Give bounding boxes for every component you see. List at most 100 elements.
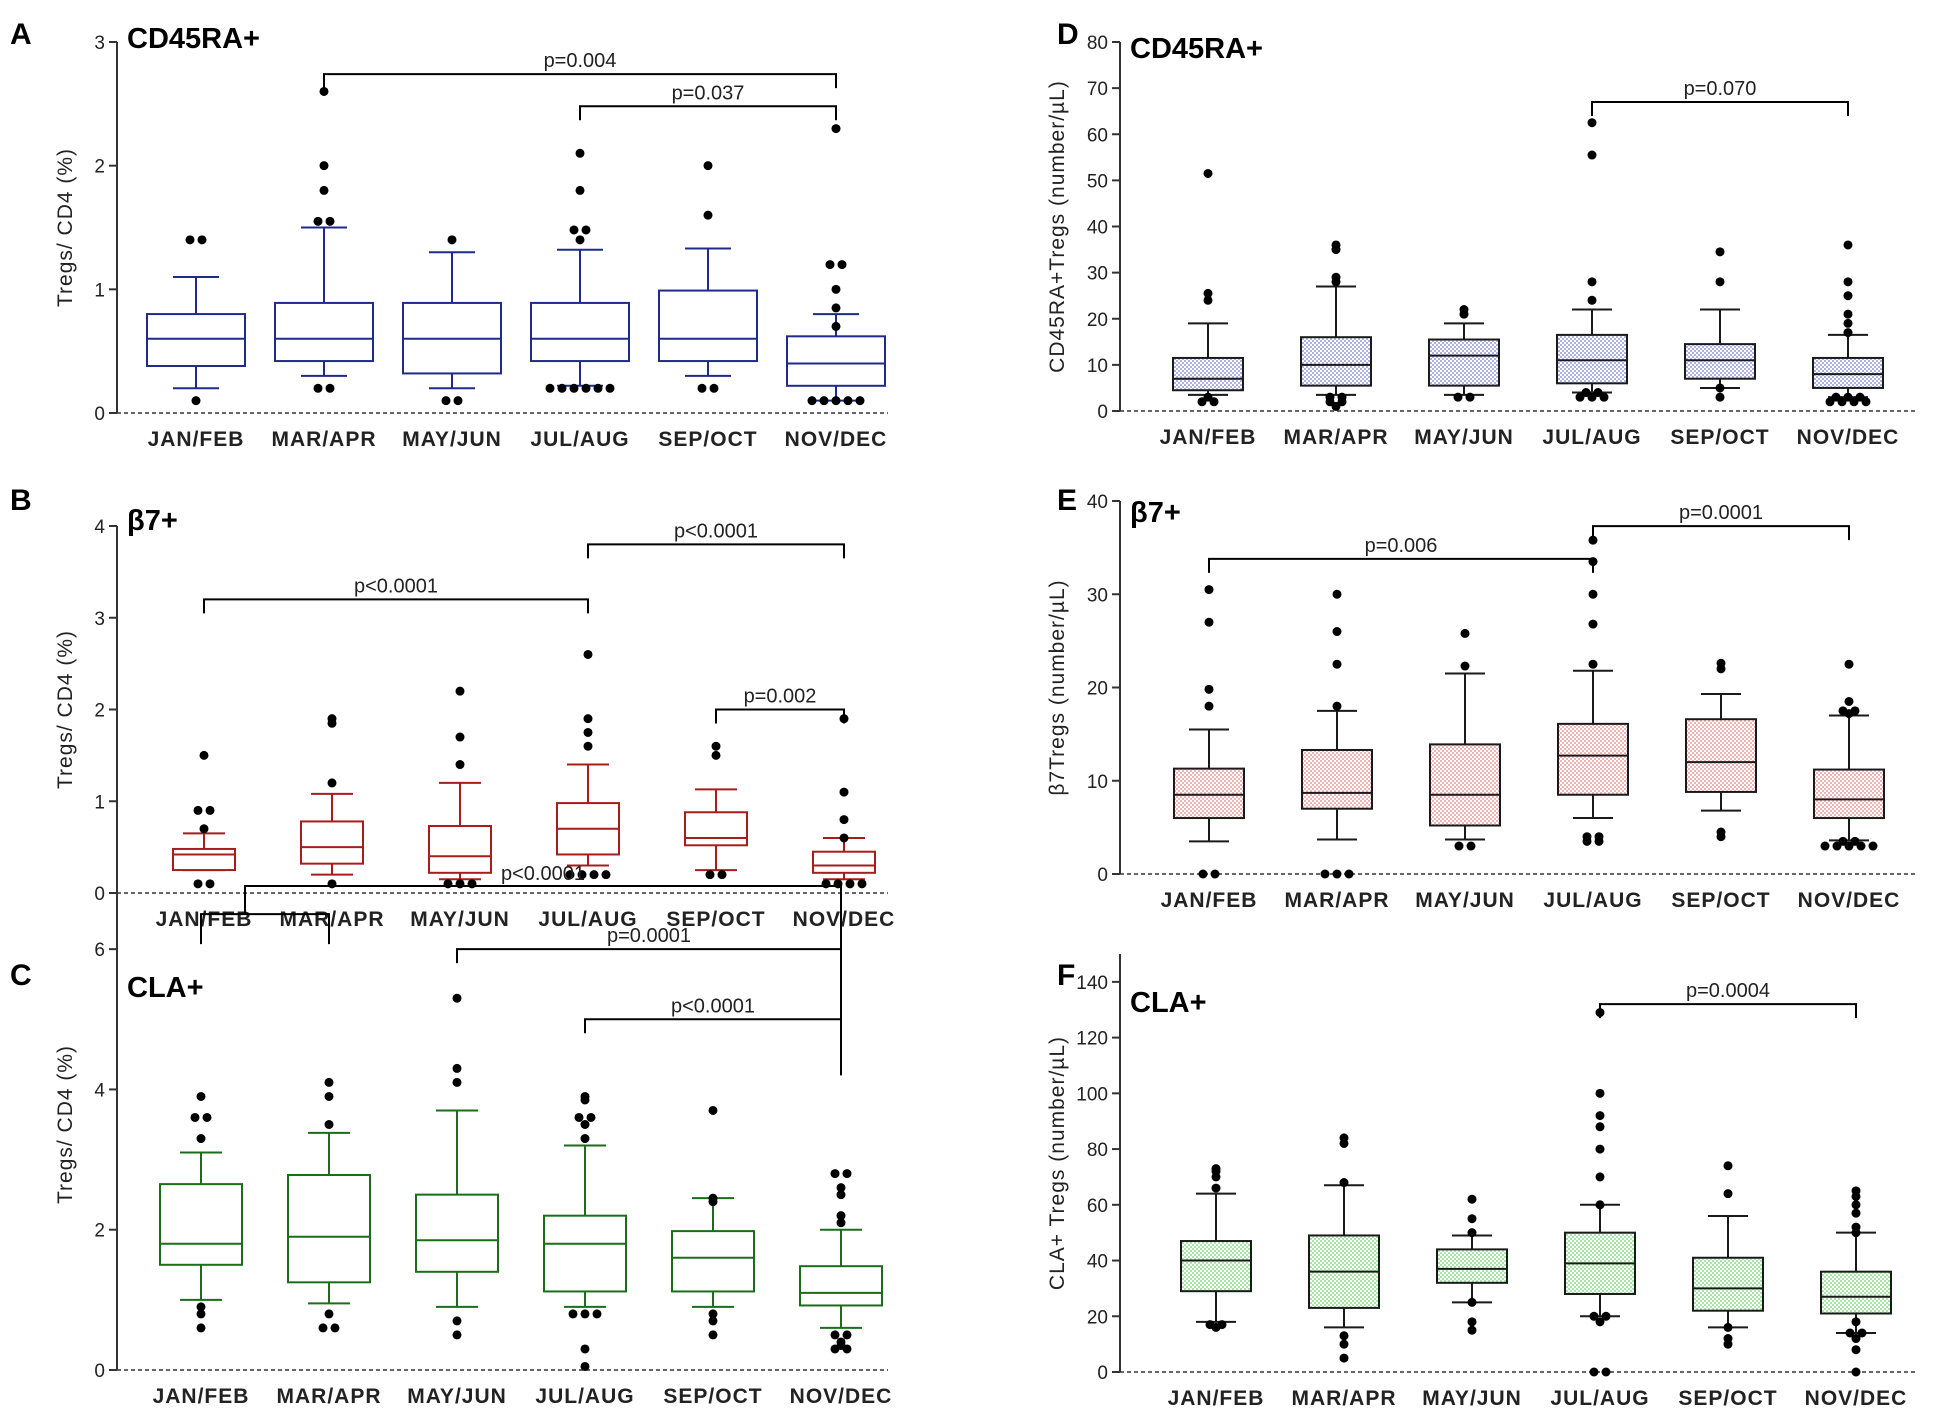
- outlier-point: [580, 1091, 590, 1101]
- outlier-point: [452, 1077, 462, 1087]
- outlier-point: [1723, 1161, 1733, 1171]
- outlier-point: [452, 1063, 462, 1073]
- outlier-point: [831, 321, 841, 331]
- outlier-point: [545, 383, 555, 393]
- box-iqr: [1428, 338, 1500, 387]
- significance-bracket: p<0.0001: [584, 995, 842, 1034]
- box-iqr: [1429, 743, 1501, 827]
- y-tick-label: 30: [1087, 264, 1108, 285]
- outlier-point: [1587, 295, 1597, 305]
- outlier-point: [580, 1134, 590, 1144]
- outlier-point: [1851, 1345, 1861, 1355]
- outlier-point: [313, 216, 323, 226]
- box-plot: [1820, 1186, 1892, 1377]
- outlier-point: [1595, 1317, 1605, 1327]
- outlier-point: [1453, 392, 1463, 402]
- x-tick-label: SEP/OCT: [658, 428, 757, 451]
- outlier-point: [839, 815, 849, 825]
- box-iqr: [1300, 336, 1372, 387]
- panel-letter: A: [10, 18, 32, 51]
- bracket-line: [1592, 525, 1850, 541]
- outlier-point: [1460, 661, 1470, 671]
- outlier-point: [1595, 1144, 1605, 1154]
- outlier-point: [1843, 392, 1853, 402]
- outlier-point: [1344, 869, 1354, 879]
- bracket-line: [244, 885, 842, 1076]
- significance-bracket: p<0.0001: [203, 575, 589, 614]
- box-iqr: [415, 1193, 499, 1273]
- outlier-point: [583, 714, 593, 724]
- x-tick-label: JUL/AUG: [538, 908, 637, 931]
- outlier-point: [1716, 658, 1726, 668]
- outlier-point: [1203, 288, 1213, 298]
- outlier-point: [1595, 1088, 1605, 1098]
- bracket-line: [587, 543, 845, 559]
- outlier-point: [1855, 392, 1865, 402]
- outlier-point: [1203, 392, 1213, 402]
- outlier-point: [836, 1211, 846, 1221]
- outlier-point: [842, 1330, 852, 1340]
- outlier-point: [1467, 1297, 1477, 1307]
- outlier-point: [831, 284, 841, 294]
- outlier-point: [1337, 392, 1347, 402]
- outlier-point: [1211, 1183, 1221, 1193]
- p-value-label: p=0.0004: [1686, 980, 1770, 1002]
- y-axis-label: Tregs/ CD4 (%): [54, 630, 77, 789]
- y-tick-label: 3: [94, 609, 105, 630]
- outlier-point: [1467, 1214, 1477, 1224]
- outlier-point: [325, 216, 335, 226]
- outlier-point: [1850, 706, 1860, 716]
- box-plot: [1812, 240, 1884, 407]
- y-tick-label: 4: [94, 517, 105, 538]
- box-plot: [1428, 305, 1500, 402]
- p-value-label: p=0.002: [744, 686, 817, 708]
- outlier-point: [202, 1112, 212, 1122]
- outlier-point: [831, 396, 841, 406]
- x-tick-label: NOV/DEC: [1805, 1387, 1908, 1410]
- outlier-point: [1210, 869, 1220, 879]
- box-iqr: [274, 301, 374, 363]
- box-iqr: [1684, 343, 1756, 380]
- outlier-point: [807, 396, 817, 406]
- outlier-point: [1716, 827, 1726, 837]
- bracket-line: [323, 73, 837, 89]
- outlier-point: [580, 1361, 590, 1371]
- outlier-point: [1331, 272, 1341, 282]
- box-iqr: [172, 847, 236, 872]
- p-value-label: p<0.0001: [671, 995, 755, 1017]
- outlier-point: [1454, 841, 1464, 851]
- outlier-point: [452, 1316, 462, 1326]
- y-tick-label: 40: [1087, 218, 1108, 239]
- x-tick-label: MAY/JUN: [407, 1385, 507, 1408]
- box-plot: [556, 649, 620, 880]
- y-tick-label: 40: [1087, 1252, 1108, 1273]
- outlier-point: [855, 396, 865, 406]
- outlier-point: [1467, 1325, 1477, 1335]
- box-plot: [1557, 535, 1629, 846]
- outlier-point: [319, 161, 329, 171]
- outlier-point: [1204, 701, 1214, 711]
- p-value-label: p=0.0001: [1679, 502, 1763, 524]
- outlier-point: [1332, 659, 1342, 669]
- outlier-point: [1843, 240, 1853, 250]
- significance-bracket: p=0.006: [1208, 535, 1594, 573]
- outlier-point: [836, 1218, 846, 1228]
- outlier-point: [592, 1309, 602, 1319]
- box-plot: [428, 686, 492, 889]
- outlier-point: [1588, 659, 1598, 669]
- outlier-point: [583, 727, 593, 737]
- y-tick-label: 1: [94, 792, 105, 813]
- outlier-point: [586, 1112, 596, 1122]
- box-plot: [684, 741, 748, 880]
- outlier-point: [574, 1112, 584, 1122]
- box-iqr: [300, 820, 364, 865]
- outlier-point: [452, 1330, 462, 1340]
- box-iqr: [1556, 333, 1628, 385]
- y-tick-label: 50: [1087, 171, 1108, 192]
- bracket-group-line: [200, 913, 330, 945]
- outlier-point: [324, 1077, 334, 1087]
- panel-title: β7+: [127, 505, 178, 537]
- box-plot: [1692, 1161, 1764, 1349]
- significance-bracket: p<0.0001: [587, 520, 845, 559]
